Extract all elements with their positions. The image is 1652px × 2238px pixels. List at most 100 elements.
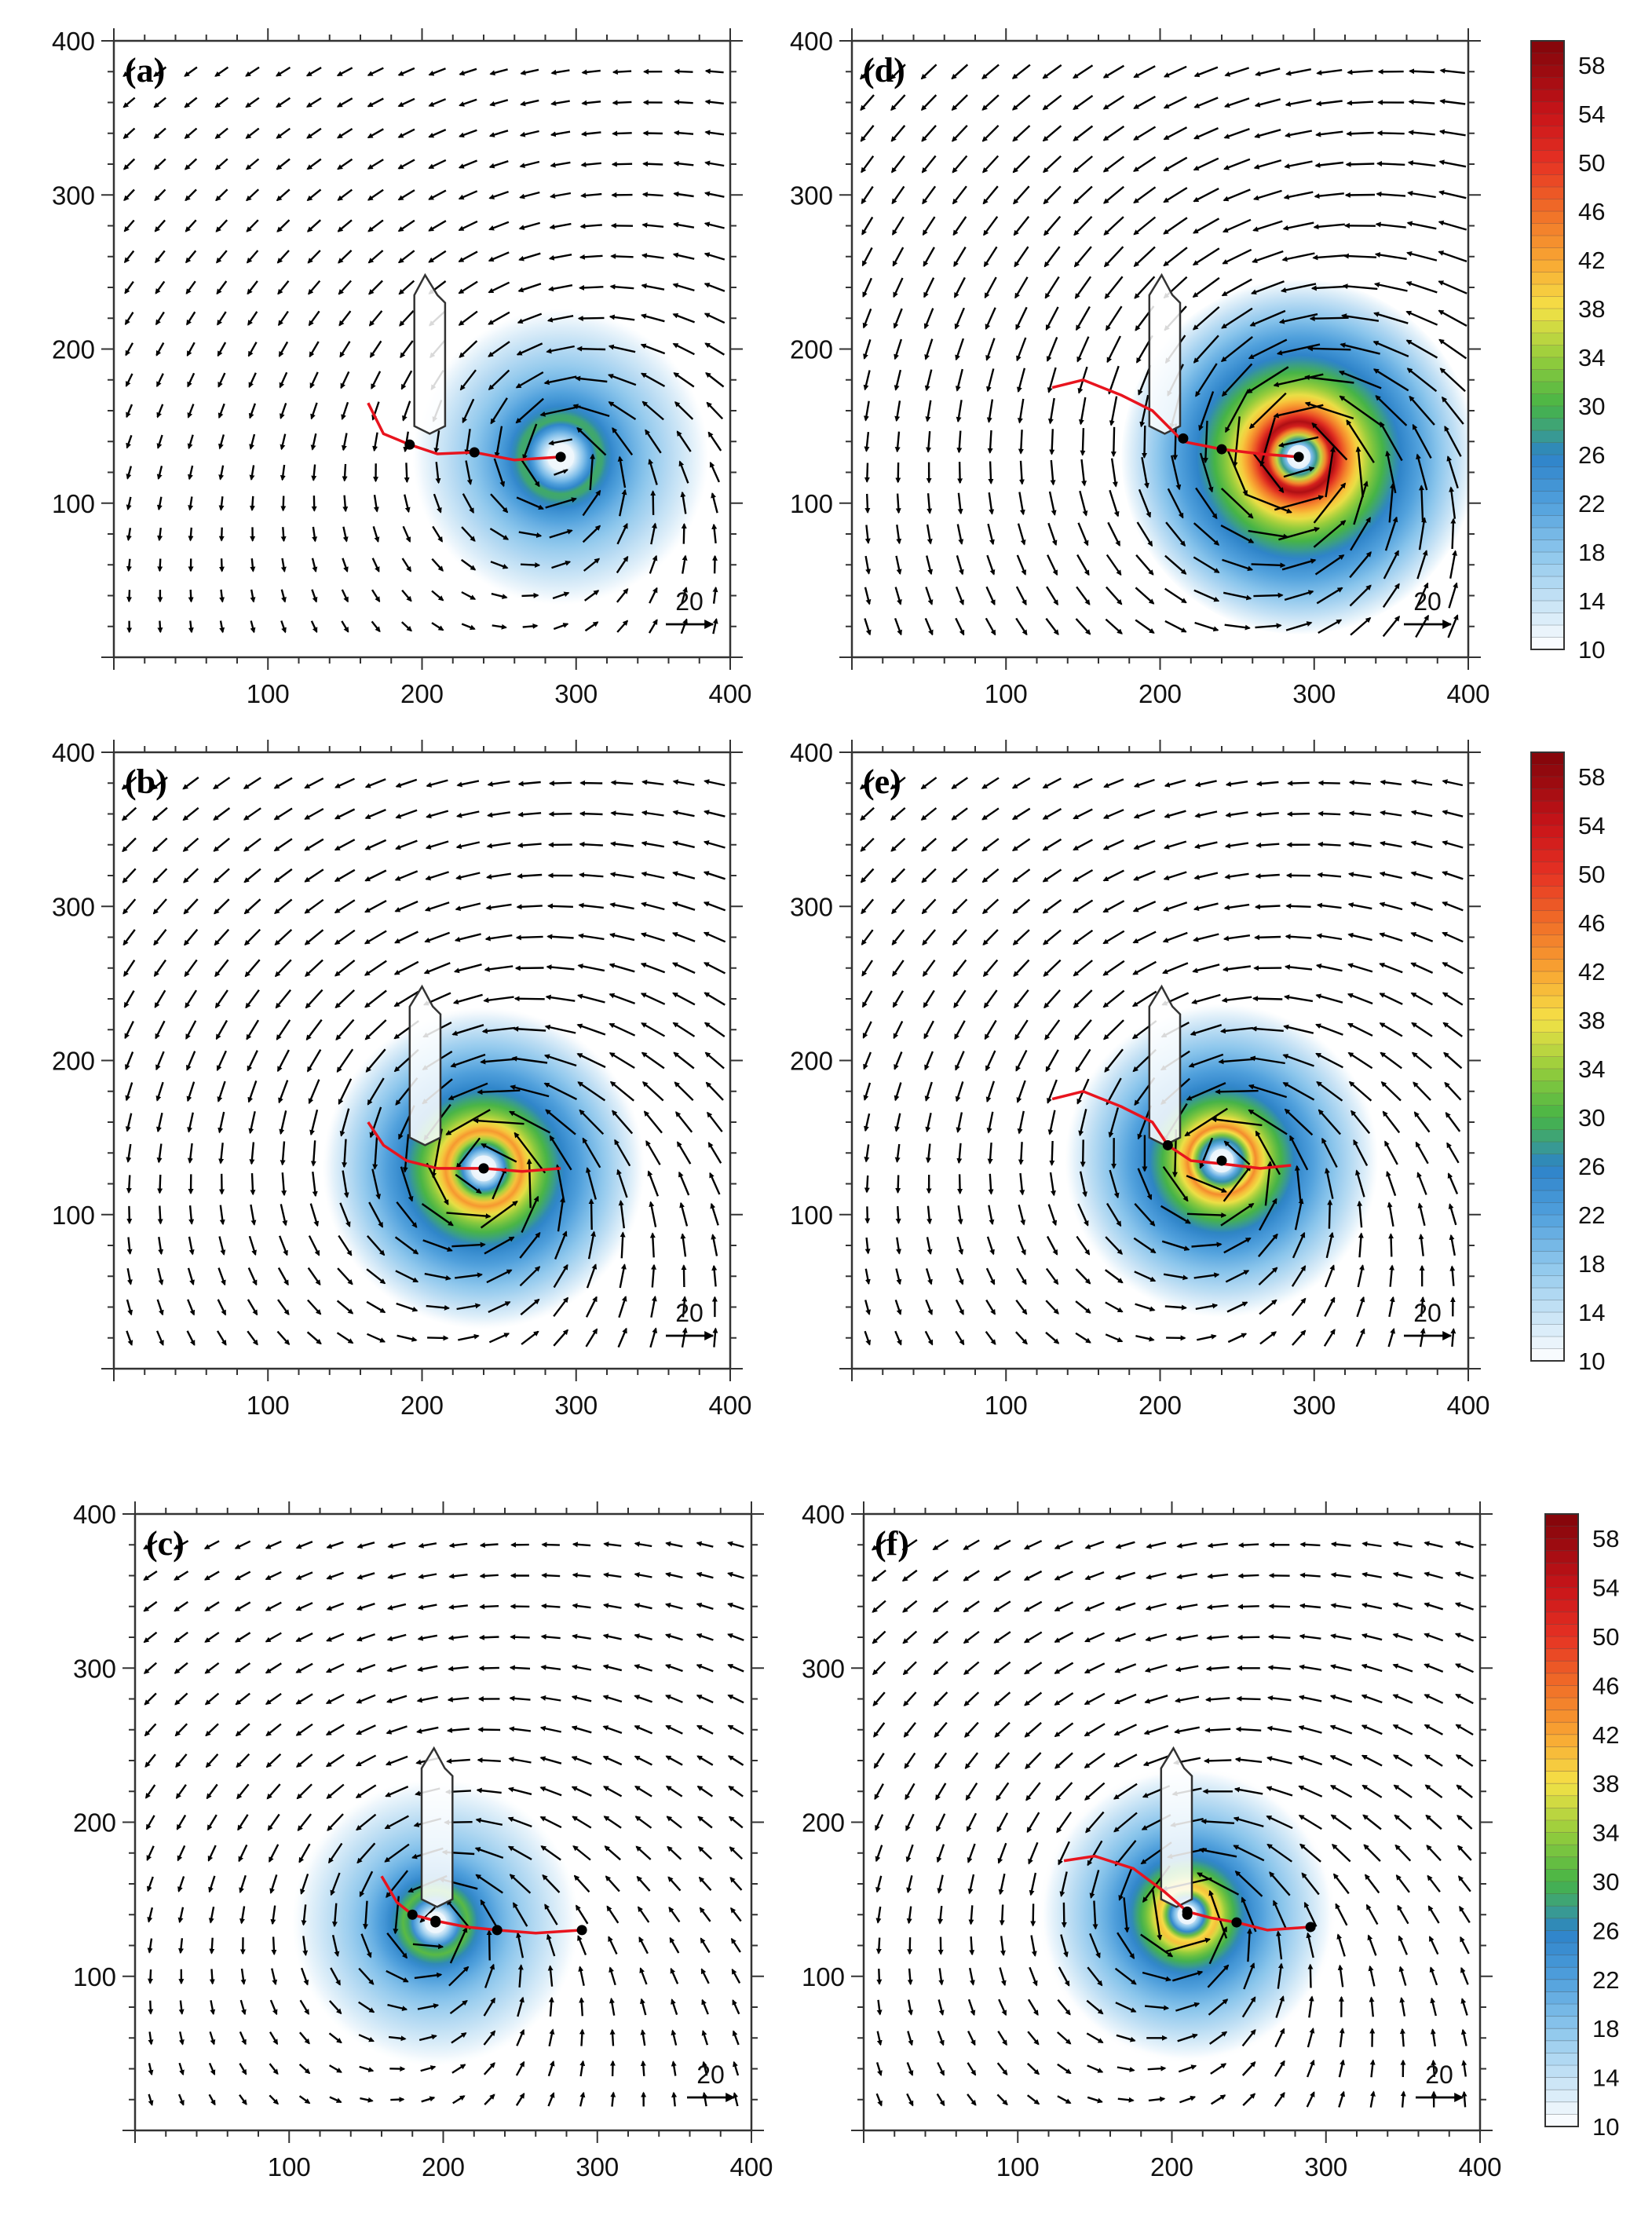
wind-arrow: [394, 1236, 419, 1255]
wind-arrow: [414, 1972, 443, 1980]
colorbar-segment: [1531, 996, 1564, 1009]
wind-arrow: [676, 430, 692, 452]
wind-arrow: [273, 838, 293, 852]
wind-arrow: [402, 400, 411, 422]
wind-arrow: [309, 1109, 319, 1136]
wind-arrow: [864, 555, 872, 575]
wind-arrow: [983, 246, 998, 268]
storm-center-dot: [1216, 1155, 1227, 1166]
wind-arrow: [426, 1162, 449, 1205]
wind-arrow: [459, 98, 477, 107]
wind-arrow: [1054, 1691, 1074, 1706]
wind-arrow: [1445, 1111, 1461, 1132]
wind-arrow: [1102, 125, 1125, 141]
wind-arrow: [1350, 517, 1372, 551]
wind-arrow: [1283, 191, 1314, 200]
wind-arrow: [580, 192, 602, 199]
wind-arrow: [483, 1997, 496, 2017]
wind-arrow: [1134, 1202, 1156, 1227]
colorbar-segment: [1531, 1300, 1564, 1313]
wind-arrow: [334, 929, 356, 945]
colorbar-segment: [1545, 2028, 1578, 2042]
wind-arrow: [235, 1692, 250, 1706]
wind-arrow: [458, 250, 478, 263]
wind-arrow: [218, 465, 225, 481]
wind-arrow: [455, 1173, 482, 1194]
wind-arrow: [1186, 1212, 1227, 1218]
wind-arrow: [612, 69, 632, 75]
colorbar-segment: [1545, 1538, 1578, 1552]
wind-arrow: [368, 1201, 384, 1228]
wind-arrow: [572, 1603, 591, 1609]
wind-arrow: [331, 1903, 338, 1928]
wind-arrow: [1379, 871, 1402, 879]
wind-arrow: [1073, 808, 1093, 820]
wind-arrow: [547, 284, 573, 292]
wind-arrow: [481, 1143, 517, 1163]
wind-arrow: [249, 433, 256, 450]
wind-arrow: [186, 342, 196, 357]
wind-arrow: [1176, 1541, 1197, 1549]
wind-arrow: [327, 1813, 344, 1831]
wind-arrow: [521, 1330, 539, 1345]
wind-arrow: [1045, 1049, 1059, 1073]
colorbar-label: 26: [1578, 441, 1605, 469]
wind-arrow: [1145, 1633, 1168, 1642]
wind-arrow: [153, 158, 166, 170]
colorbar-segment: [1531, 752, 1564, 766]
wind-arrow: [905, 1783, 916, 1801]
wind-arrow: [338, 250, 353, 264]
wind-arrow: [1225, 1270, 1250, 1283]
wind-arrow: [920, 64, 937, 80]
wind-arrow: [711, 1264, 718, 1287]
wind-arrow: [1349, 584, 1372, 607]
wind-arrow: [872, 1600, 886, 1613]
wind-arrow: [428, 189, 447, 200]
wind-arrow: [1405, 339, 1438, 359]
wind-arrow: [1441, 396, 1464, 425]
wind-arrow: [1205, 1696, 1230, 1702]
wind-arrow: [188, 620, 194, 634]
wind-arrow: [1255, 811, 1279, 817]
wind-arrow: [903, 1691, 917, 1707]
colorbar-label: 14: [1592, 2064, 1619, 2092]
wind-arrow: [1392, 1633, 1413, 1641]
colorbar-segment: [1531, 442, 1564, 455]
colorbar-label: 14: [1578, 587, 1605, 615]
wind-arrow: [335, 1018, 355, 1040]
wind-arrow: [572, 1816, 592, 1829]
wind-arrow: [696, 1755, 714, 1766]
wind-arrow: [1102, 809, 1124, 819]
wind-arrow: [249, 465, 255, 481]
colorbar-segment: [1531, 947, 1564, 960]
wind-arrow: [1461, 2060, 1467, 2077]
wind-arrow: [541, 1572, 561, 1578]
wind-arrow: [641, 253, 664, 259]
wind-arrow: [696, 1724, 714, 1735]
wind-arrow: [1042, 125, 1062, 142]
wind-arrow: [517, 811, 542, 817]
wind-arrow: [540, 1664, 561, 1670]
wind-arrow: [1223, 97, 1250, 108]
colorbar-segment: [1531, 910, 1564, 923]
wind-arrow: [515, 2093, 525, 2106]
wind-arrow: [988, 492, 995, 515]
wind-arrow: [864, 1237, 871, 1255]
wind-arrow: [1160, 1205, 1191, 1224]
wind-arrow: [1109, 1169, 1120, 1199]
wind-arrow: [1392, 1602, 1413, 1611]
wind-arrow: [1011, 94, 1031, 111]
wind-arrow: [1420, 1296, 1426, 1317]
wind-arrow: [956, 524, 964, 545]
reference-vector-label: 20: [1425, 2061, 1453, 2089]
colorbar-segment: [1545, 2004, 1578, 2017]
wind-arrow: [126, 434, 133, 449]
wind-arrow: [1191, 1242, 1223, 1248]
wind-arrow: [650, 490, 656, 515]
colorbar-label: 50: [1592, 1623, 1619, 1651]
y-tick-label: 200: [802, 1808, 845, 1838]
wind-arrow: [1427, 1905, 1440, 1924]
wind-arrow: [667, 1845, 682, 1860]
wind-arrow: [488, 190, 509, 199]
